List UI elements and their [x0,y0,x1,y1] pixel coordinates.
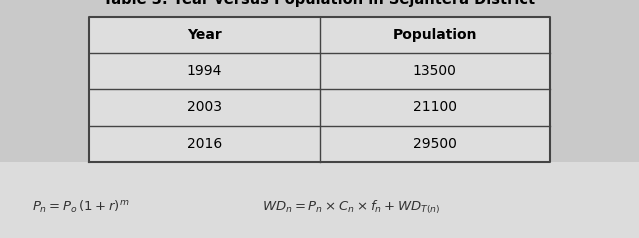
Text: 21100: 21100 [413,100,456,114]
Text: 13500: 13500 [413,64,456,78]
Text: Year: Year [187,28,222,42]
Text: 2016: 2016 [187,137,222,151]
Text: $P_n = P_o\,(1 + r)^m$: $P_n = P_o\,(1 + r)^m$ [32,199,130,215]
Text: Table 3: Year versus Population in Sejahtera District: Table 3: Year versus Population in Sejah… [104,0,535,7]
Bar [0,0,639,162]
Text: $WD_n = P_n \times C_n \times f_n + WD_{T(n)}$: $WD_n = P_n \times C_n \times f_n + WD_{… [262,198,441,216]
Text: 2003: 2003 [187,100,222,114]
Bar [89,17,550,162]
Text: Population: Population [392,28,477,42]
Text: 29500: 29500 [413,137,456,151]
Bar [0,162,639,238]
Text: 1994: 1994 [187,64,222,78]
